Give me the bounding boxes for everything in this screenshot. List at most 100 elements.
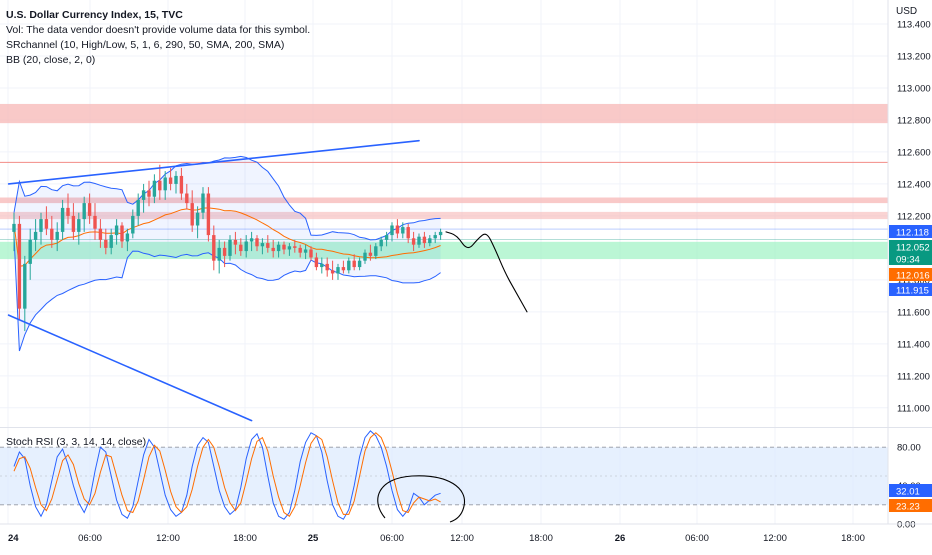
candle	[347, 257, 351, 274]
candle	[147, 180, 151, 207]
stoch-badge: 23.23	[889, 499, 932, 513]
candle-body	[320, 263, 324, 268]
candle	[303, 244, 308, 260]
srchannel-legend[interactable]: SRchannel (10, High/Low, 5, 1, 6, 290, 5…	[6, 39, 285, 51]
candle	[109, 228, 113, 255]
candle-body	[352, 260, 356, 268]
candle	[309, 246, 313, 261]
candle	[217, 239, 221, 274]
stoch-legend[interactable]: Stoch RSI (3, 3, 14, 14, close)	[6, 436, 147, 448]
time-tick-label: 12:00	[156, 533, 180, 544]
candle	[33, 219, 38, 252]
price-tick-label: 112.800	[897, 115, 931, 126]
candle	[228, 235, 232, 261]
candle	[55, 222, 59, 252]
candle	[271, 239, 275, 258]
candle-body	[131, 215, 135, 234]
candle	[190, 190, 194, 232]
price-badge-bg	[889, 283, 932, 296]
candle	[244, 235, 248, 258]
candle-body	[66, 207, 70, 216]
candle-body	[266, 243, 270, 248]
candle-body	[50, 228, 54, 240]
bollinger-bands	[13, 155, 441, 352]
candle	[66, 193, 70, 224]
price-badge-text: 112.052	[896, 243, 930, 254]
price-badge-bg	[889, 225, 932, 238]
grid	[0, 0, 888, 524]
price-badge: 112.118	[889, 225, 932, 239]
candle-body	[87, 203, 92, 216]
bb-legend[interactable]: BB (20, close, 2, 0)	[6, 54, 96, 66]
candle	[341, 260, 346, 274]
candle	[93, 203, 97, 240]
candle	[320, 257, 324, 274]
price-badge-bg	[889, 252, 932, 265]
candle-body	[71, 215, 76, 232]
candle-body	[363, 252, 367, 261]
candle	[411, 231, 416, 252]
stoch-badge-bg	[889, 499, 932, 512]
price-badge-bg	[889, 240, 932, 253]
price-badge-text: 111.915	[896, 286, 929, 297]
candle-body	[23, 263, 27, 309]
candle	[368, 244, 373, 261]
stoch-k-line	[13, 430, 441, 520]
candle-body	[185, 193, 189, 204]
candle-body	[168, 177, 173, 184]
price-badge-text: 112.016	[896, 271, 930, 282]
volume-note: Vol: The data vendor doesn't provide vol…	[6, 24, 311, 36]
candle	[282, 241, 286, 255]
candle	[82, 196, 86, 232]
candle-body	[401, 227, 405, 234]
price-axis[interactable]: 113.400 113.200 113.000 112.800 112.600 112.4…	[889, 19, 932, 531]
stoch-d-line	[13, 432, 441, 518]
candle	[12, 212, 16, 252]
bb-fill	[14, 156, 441, 351]
price-badge-text: 112.118	[896, 228, 929, 239]
price-tick-label: 112.400	[897, 179, 931, 190]
candle-body	[276, 244, 281, 252]
time-tick-label: 25	[308, 533, 319, 544]
candle	[357, 257, 362, 271]
candle	[314, 252, 319, 271]
candle	[141, 183, 146, 213]
candle-body	[28, 239, 32, 264]
candle-body	[287, 246, 292, 250]
candle-body	[136, 199, 140, 216]
candle	[17, 215, 22, 320]
candle	[352, 254, 356, 271]
candlestick-series	[12, 164, 443, 332]
candle-body	[325, 263, 329, 271]
candle-body	[390, 225, 394, 236]
candle-body	[347, 260, 351, 271]
candle	[131, 209, 135, 239]
candle	[438, 228, 443, 240]
candle-body	[206, 193, 211, 236]
candle	[125, 228, 130, 252]
stoch-circle-annotation	[377, 475, 466, 523]
candle-body	[77, 219, 81, 232]
pane-separator[interactable]	[0, 427, 932, 428]
candle-body	[411, 238, 416, 245]
candle-body	[406, 227, 410, 239]
candle-body	[179, 175, 184, 194]
candle	[428, 235, 432, 247]
candle	[23, 255, 27, 332]
stoch-tick-label: 80.00	[897, 443, 921, 454]
candle	[152, 174, 157, 204]
candle-body	[244, 241, 248, 252]
stoch-badge-bg	[889, 484, 932, 497]
symbol-title[interactable]: U.S. Dollar Currency Index, 15, TVC	[6, 9, 183, 21]
candle	[50, 215, 54, 248]
candle-body	[384, 235, 389, 240]
candle-body	[368, 252, 373, 256]
candle	[406, 223, 410, 244]
candle-body	[303, 249, 308, 253]
time-tick-label: 06:00	[78, 533, 102, 544]
candle	[422, 231, 427, 248]
candle	[185, 183, 189, 210]
